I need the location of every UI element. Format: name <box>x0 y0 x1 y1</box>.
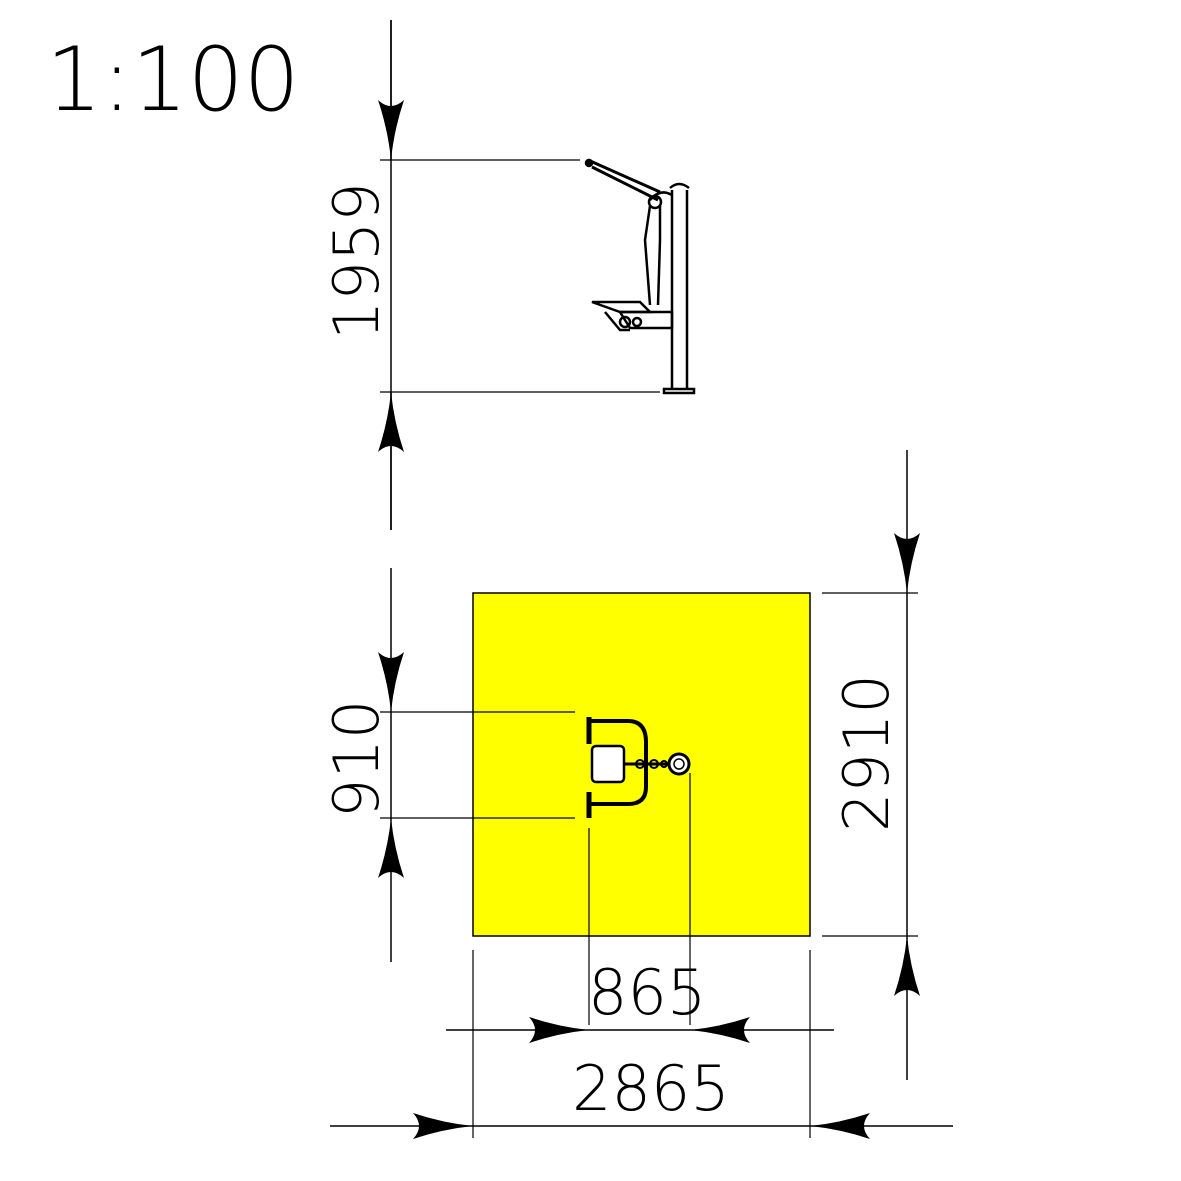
side-elevation-view: 1959 <box>320 20 696 530</box>
plan-view: 2910 910 865 <box>320 450 953 1139</box>
total-width-label: 2865 <box>572 1052 730 1125</box>
equipment-side-profile <box>584 158 696 395</box>
total-depth-label: 2910 <box>830 674 903 832</box>
offset-width-label: 865 <box>588 956 706 1029</box>
height-dimension-label: 1959 <box>320 182 393 340</box>
offset-depth-label: 910 <box>320 700 393 818</box>
scale-label: 1:100 <box>46 28 300 131</box>
equipment-plan-profile <box>586 717 691 818</box>
